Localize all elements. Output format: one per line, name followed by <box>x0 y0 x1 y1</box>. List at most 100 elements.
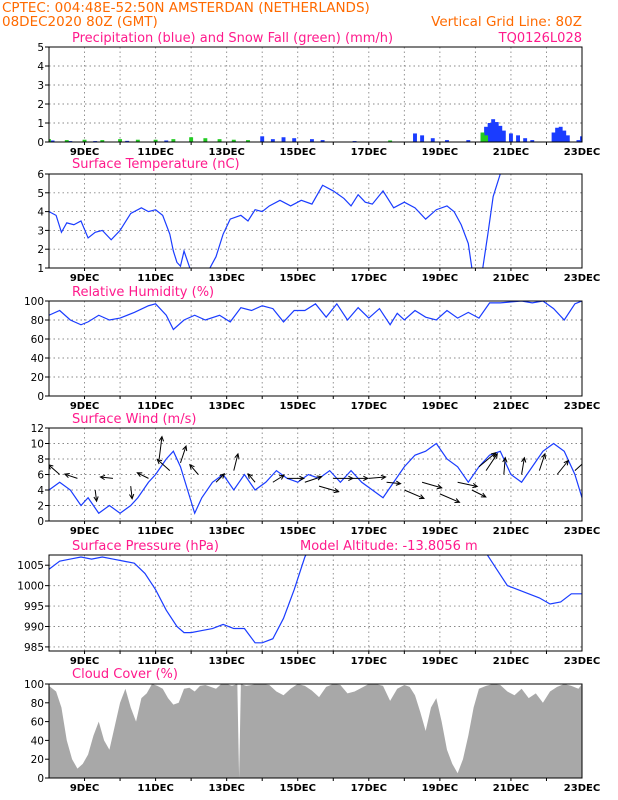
pressure-frame <box>48 554 583 652</box>
wind-ytick-label: 2 <box>37 501 44 513</box>
temp-ytick-label: 3 <box>37 225 44 237</box>
precip-bar <box>281 137 286 142</box>
wind-arrow-head <box>436 484 443 490</box>
precip-bar <box>580 136 582 142</box>
snow-bar <box>480 132 485 142</box>
wind-arrow-head <box>395 480 402 486</box>
wind-arrow-shaft <box>404 489 425 499</box>
wind-arrow <box>404 489 425 500</box>
cloud-xtick-label: 19DEC <box>422 783 458 794</box>
rh-ytick-label: 100 <box>24 296 44 308</box>
wind-arrow <box>521 456 527 475</box>
wind-arrow-head <box>49 464 54 470</box>
wind-arrow <box>136 472 149 479</box>
cloud-title: Cloud Cover (%) <box>72 667 178 682</box>
rh-series-0 <box>49 301 582 331</box>
wind-arrow-shaft <box>233 453 239 471</box>
cloud-xtick-label: 23DEC <box>564 783 600 794</box>
cloud-frame <box>48 683 583 779</box>
precip-title: Precipitation (blue) and Snow Fall (gree… <box>72 31 393 46</box>
cloud-ytick-label: 100 <box>24 679 44 691</box>
temp-ytick-label: 6 <box>37 169 44 181</box>
snow-bar <box>246 140 250 142</box>
wind-arrow <box>386 480 402 486</box>
cloud-xtick-label: 13DEC <box>208 783 244 794</box>
wind-arrow-shaft <box>100 476 114 479</box>
rh-ytick-label: 20 <box>31 372 44 384</box>
wind-arrow <box>457 481 479 489</box>
snow-bar <box>118 139 123 142</box>
snow-bar <box>203 138 208 142</box>
precip-xtick-label: 13DEC <box>208 147 244 158</box>
snow-bar <box>153 139 158 142</box>
snow-bar <box>100 140 105 142</box>
header: CPTEC: 004:48E-52:50N AMSTERDAN (NETHERL… <box>2 0 582 30</box>
wind-arrow-head <box>472 482 479 489</box>
precip-bar <box>498 125 503 142</box>
wind-arrow-head <box>99 474 106 481</box>
wind-arrow-head <box>585 457 590 462</box>
wind-ytick-label: 0 <box>37 516 44 528</box>
precip-ytick-label: 2 <box>37 99 44 111</box>
precip-bar <box>50 140 55 142</box>
temp-title: Surface Temperature (nC) <box>72 157 240 172</box>
wind-arrow-shaft <box>439 493 460 503</box>
wind-arrow <box>485 452 498 471</box>
temp-xtick-label: 15DEC <box>280 273 316 284</box>
wind-arrow-head <box>480 492 487 498</box>
wind-arrow <box>502 456 508 475</box>
pressure-series-0 <box>49 555 582 644</box>
wind-arrow <box>351 475 369 482</box>
wind-arrow <box>439 493 461 503</box>
wind-arrow-head <box>156 458 163 465</box>
snow-bar <box>231 139 236 142</box>
rh-xtick-label: 17DEC <box>351 401 387 412</box>
precip-bar <box>413 133 417 142</box>
wind-arrow-shaft <box>158 436 163 460</box>
precip-panel: 0 1 2 3 4 5 9DEC 11DEC 13DEC 15DEC 17DEC 19DEC 21DEC… <box>37 31 600 158</box>
snow-bar <box>388 140 393 142</box>
wind-arrow <box>63 473 78 479</box>
wind-arrow-head <box>380 474 387 480</box>
wind-ytick-label: 10 <box>31 439 44 451</box>
wind-arrow <box>156 458 171 471</box>
snow-bar <box>171 139 176 142</box>
pressure-title-right: Model Altitude: -13.8056 m <box>300 539 478 554</box>
snow-bar <box>217 139 222 142</box>
rh-title: Relative Humidity (%) <box>72 285 214 300</box>
precip-bar <box>501 130 506 142</box>
rh-panel: 0 20 40 60 80 100 9DEC 11DEC 13DEC 15DEC 17DEC 19DE… <box>24 285 600 412</box>
precip-bar <box>292 138 297 142</box>
precip-bar <box>260 136 265 142</box>
wind-arrow-shaft <box>386 481 401 485</box>
precip-bar <box>270 139 275 142</box>
precip-bar <box>494 122 499 142</box>
rh-xtick-label: 21DEC <box>493 401 529 412</box>
wind-arrow-shaft <box>503 457 506 475</box>
wind-panel: 0 2 4 6 8 10 12 9DEC 11DEC 13DEC 15DEC 17DEC 19DEC 21… <box>31 412 601 537</box>
wind-arrow-head <box>502 456 508 463</box>
temp-ytick-label: 2 <box>37 244 44 256</box>
wind-arrow-shaft <box>247 473 256 483</box>
pressure-ytick-label: 985 <box>24 642 44 654</box>
pressure-xtick-label: 15DEC <box>280 656 316 667</box>
rh-frame <box>48 300 583 397</box>
precip-xtick-label: 23DEC <box>564 147 600 158</box>
temp-xtick-label: 9DEC <box>70 273 99 284</box>
temp-panel: 1 2 3 4 5 6 9DEC 11DEC 13DEC 15DEC 17DEC 19DEC 21DEC… <box>37 157 600 284</box>
cloud-ytick-label: 20 <box>31 754 44 766</box>
wind-arrow-head <box>279 474 286 480</box>
precip-series-1 <box>49 132 489 142</box>
wind-arrow <box>233 452 240 471</box>
cloud-panel: 0 20 40 60 80 100 9DEC 11DEC 13DEC 15DEC 17DEC 19DE… <box>24 667 600 794</box>
wind-arrow <box>247 472 256 483</box>
wind-arrow-head <box>492 452 498 459</box>
temp-xtick-label: 11DEC <box>137 273 173 284</box>
precip-bar <box>484 126 489 142</box>
temp-ytick-label: 5 <box>37 188 44 200</box>
precip-bar <box>523 138 528 142</box>
cloud-xtick-label: 9DEC <box>70 783 99 794</box>
wind-arrow-shaft <box>368 476 386 479</box>
precip-bar <box>558 126 563 142</box>
precip-frame <box>48 46 583 143</box>
